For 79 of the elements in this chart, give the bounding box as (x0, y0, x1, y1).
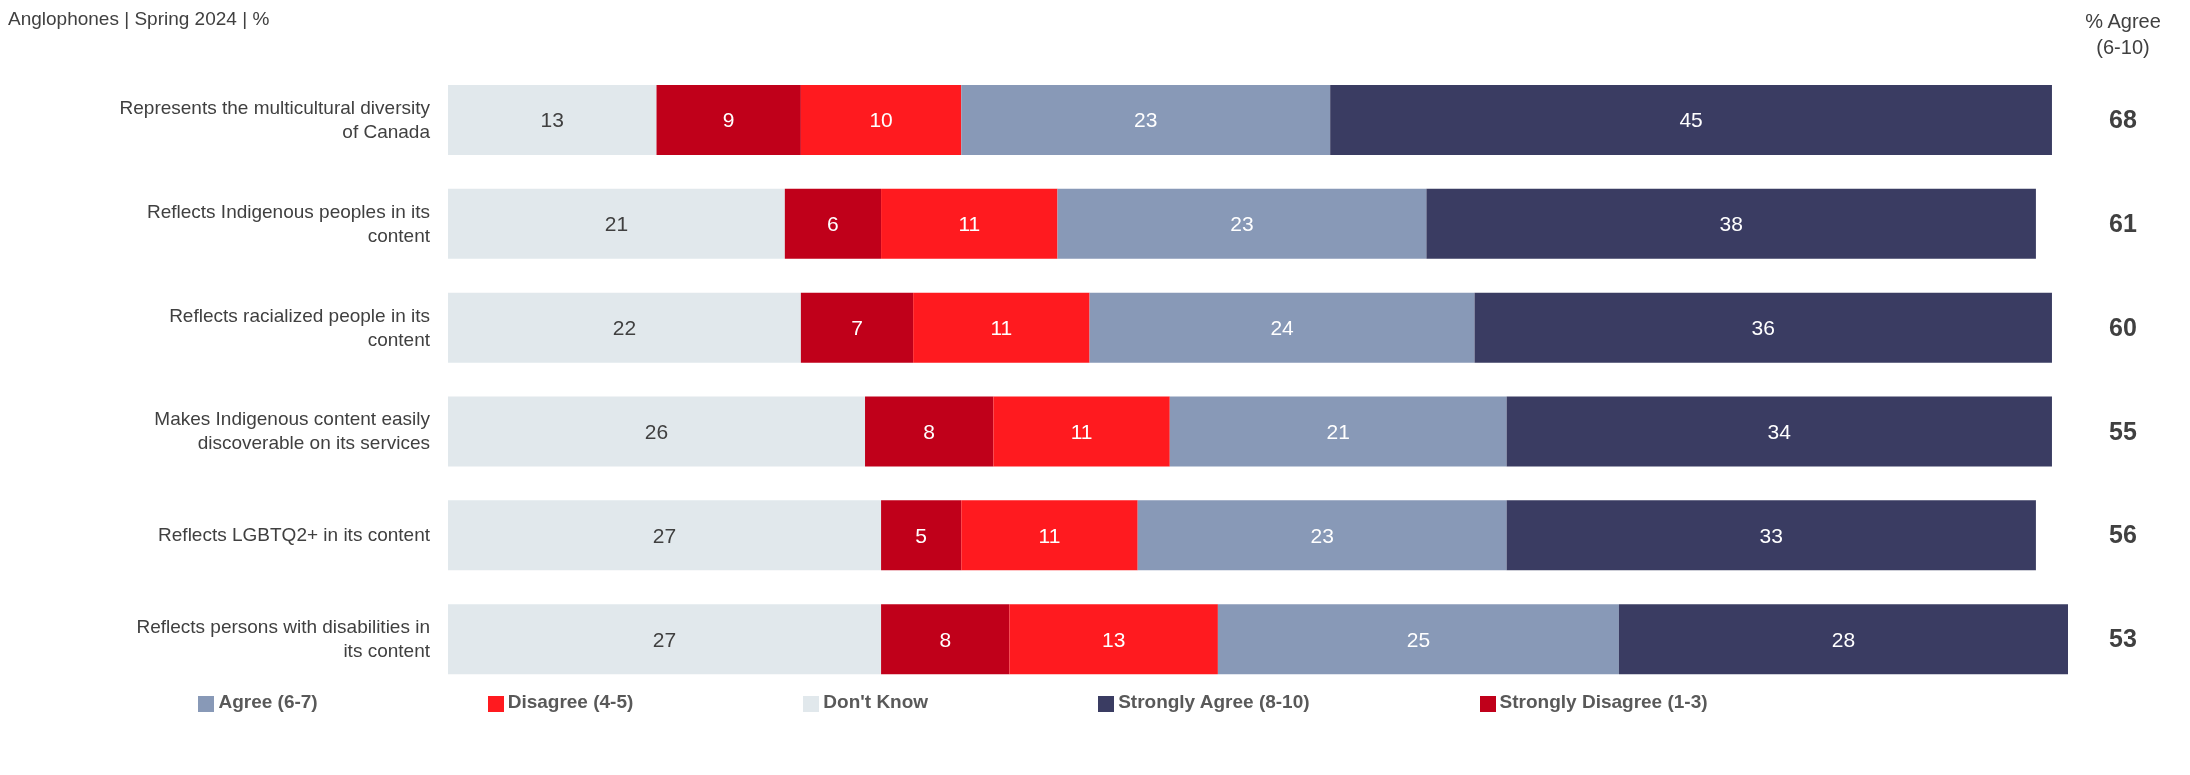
bar (448, 292, 801, 363)
data-label: 13 (540, 108, 564, 132)
data-label: 34 (1767, 419, 1792, 443)
text: Anglophones | Spring 2024 | % (8, 8, 270, 30)
bar (800, 85, 962, 155)
data-label: 38 (1719, 212, 1743, 236)
text: 55 (2109, 416, 2137, 445)
bar (993, 396, 1170, 467)
data-label: 24 (1270, 316, 1295, 340)
bar (1618, 604, 2068, 675)
data-label: 27 (652, 627, 677, 651)
bar (961, 500, 1138, 571)
bar (913, 292, 1090, 363)
text: 60 (2109, 312, 2137, 341)
bar (865, 396, 994, 467)
bar (1169, 396, 1507, 467)
y-tick-label: Represents the multicultural diversity of Canada (119, 96, 431, 142)
y-tick-label: Makes Indigenous content easily discoverable on its services (154, 408, 431, 454)
text: 53 (2109, 624, 2137, 653)
data-label: 11 (990, 316, 1013, 340)
data-label: 7 (851, 316, 863, 340)
data-label: 45 (1679, 108, 1703, 132)
data-label: 8 (939, 627, 952, 651)
data-label: 23 (1134, 108, 1158, 132)
data-label: 21 (604, 212, 629, 236)
bar (1057, 188, 1427, 259)
data-label: 11 (1070, 419, 1093, 443)
data-label: 10 (869, 108, 893, 132)
bar (784, 188, 882, 259)
y-tick-label: Reflects racialized people in its content (169, 304, 431, 350)
bar (1474, 292, 2052, 363)
data-label: 11 (1038, 523, 1061, 547)
data-label: 23 (1230, 212, 1254, 236)
bar (881, 604, 1010, 675)
data-label: 26 (644, 419, 669, 443)
bar (1217, 604, 1619, 675)
bar (448, 396, 866, 467)
bar (1506, 500, 2036, 571)
data-label: 23 (1310, 523, 1334, 547)
bar (1426, 188, 2036, 259)
bar (800, 292, 914, 363)
legend-label: Strongly Disagree (1-3) (1499, 691, 1708, 712)
data-label: 21 (1326, 419, 1350, 443)
data-label: 13 (1101, 627, 1126, 651)
bar (961, 85, 1331, 155)
data-label: 28 (1831, 627, 1856, 651)
bar (1089, 292, 1475, 363)
text: 68 (2109, 105, 2137, 133)
bar (881, 500, 962, 571)
bar (448, 85, 657, 155)
data-label: 6 (827, 212, 839, 236)
bar (1506, 396, 2052, 467)
legend-label: Disagree (4-5) (507, 691, 634, 712)
bar (448, 188, 785, 259)
bar (881, 188, 1058, 259)
bar (448, 604, 882, 675)
y-tick-label: Reflects LGBTQ2+ in its content (158, 524, 431, 546)
legend-label: Don't Know (823, 691, 929, 712)
bar (448, 500, 882, 571)
y-tick-label: Reflects persons with disabilities in its content (136, 616, 431, 662)
text: 61 (2109, 208, 2137, 237)
data-label: 36 (1751, 316, 1775, 340)
data-label: 11 (958, 212, 981, 236)
data-label: 8 (923, 419, 936, 443)
legend-label: Agree (6-7) (218, 691, 318, 712)
y-tick-label: Reflects Indigenous peoples in its content (146, 200, 431, 246)
legend-label: Strongly Agree (8-10) (1118, 691, 1310, 712)
data-label: 9 (722, 108, 735, 132)
text: 56 (2109, 520, 2137, 549)
bar (1137, 500, 1507, 571)
bar (1009, 604, 1218, 675)
data-label: 33 (1759, 523, 1783, 547)
data-label: 25 (1406, 627, 1431, 651)
bar (1330, 85, 2052, 155)
data-label: 22 (612, 316, 637, 340)
bar (656, 85, 801, 155)
data-label: 5 (915, 523, 928, 547)
data-label: 27 (652, 523, 677, 547)
text: % Agree (6-10) (2084, 9, 2162, 60)
